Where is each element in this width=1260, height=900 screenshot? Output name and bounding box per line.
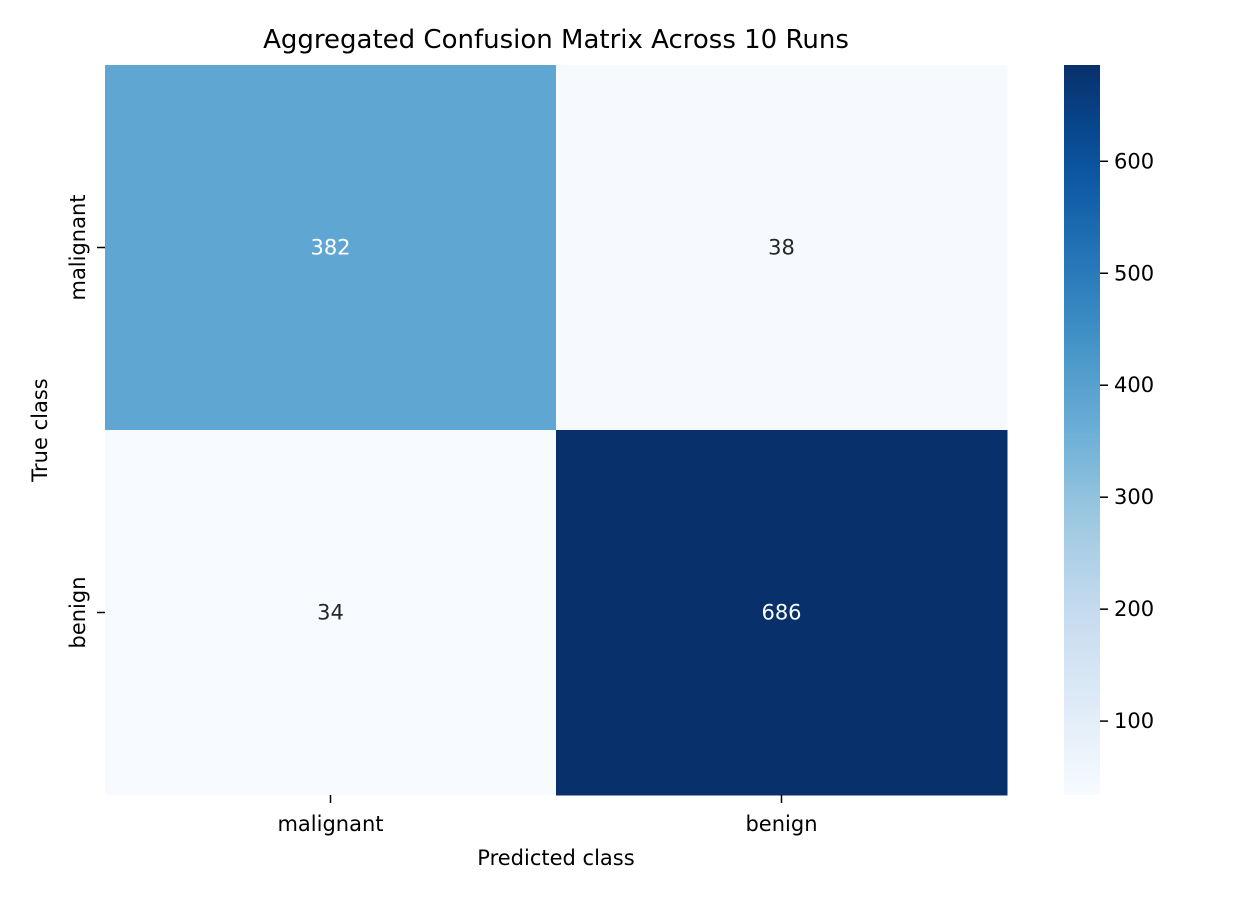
- heatmap-cells: 382 38 34 686: [105, 65, 1008, 796]
- cell-value-label: 34: [317, 601, 344, 625]
- colorbar-tick-label: 300: [1114, 485, 1154, 509]
- y-tick-label: malignant: [66, 194, 90, 300]
- colorbar-tick-label: 200: [1114, 597, 1154, 621]
- colorbar: [1064, 65, 1100, 795]
- cell-value-label: 382: [310, 236, 350, 260]
- chart-title: Aggregated Confusion Matrix Across 10 Ru…: [263, 25, 849, 55]
- cell-value-label: 38: [768, 236, 795, 260]
- x-axis-label: Predicted class: [477, 846, 634, 870]
- colorbar-tick-label: 600: [1114, 149, 1154, 173]
- cell-value-label: 686: [761, 601, 801, 625]
- y-axis-label: True class: [28, 378, 52, 482]
- x-tick-label: benign: [745, 812, 817, 836]
- y-axis: malignant benign: [66, 194, 105, 649]
- x-axis: malignant benign: [277, 795, 818, 836]
- colorbar-ticks: 100 200 300 400 500 600: [1100, 149, 1154, 733]
- heatmap-cell: [105, 430, 557, 796]
- colorbar-tick-label: 400: [1114, 373, 1154, 397]
- x-tick-label: malignant: [277, 812, 383, 836]
- colorbar-tick-label: 500: [1114, 261, 1154, 285]
- heatmap-cell: [556, 65, 1008, 431]
- heatmap-cell: [556, 430, 1008, 796]
- y-tick-label: benign: [66, 576, 90, 648]
- heatmap-cell: [105, 65, 557, 431]
- colorbar-tick-label: 100: [1114, 709, 1154, 733]
